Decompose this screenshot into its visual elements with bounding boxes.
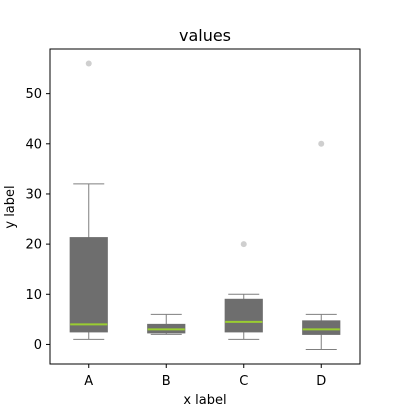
box-group-a [69,60,108,340]
y-tick-label: 30 [25,187,42,202]
box-iqr [302,320,341,335]
box-iqr [224,298,263,333]
y-axis-label: y label [3,185,18,228]
chart-title: values [179,26,231,45]
box-group-b [147,313,186,335]
plot-area [69,60,341,350]
x-axis-label: x label [183,393,226,408]
axes-frame [49,48,361,365]
x-tick-label: B [162,374,171,389]
y-tick-label: 20 [25,238,42,253]
box-iqr [69,237,108,333]
x-tick-label: D [316,374,326,389]
outlier-point [85,60,92,67]
x-axis-ticks: A B C D [84,364,326,389]
box-group-d [302,140,341,350]
x-tick-label: A [84,374,93,389]
outlier-point [318,140,325,147]
box-group-c [224,241,263,340]
x-tick-label: C [239,374,248,389]
y-tick-label: 0 [34,338,42,353]
outlier-point [240,241,247,248]
y-axis-ticks: 0 10 20 30 40 50 [25,87,50,353]
y-tick-label: 50 [25,87,42,102]
y-tick-label: 40 [25,137,42,152]
y-tick-label: 10 [25,288,42,303]
